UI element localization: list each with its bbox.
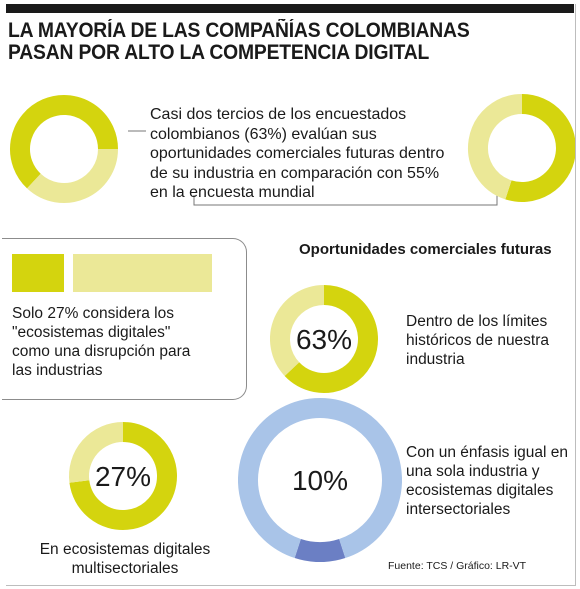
label-enfasis-igual: 10% xyxy=(292,465,348,496)
slice-limites-historicos-0 xyxy=(284,285,378,393)
slice-multisectoriales-0 xyxy=(69,422,124,483)
label-limites-historicos: 63% xyxy=(296,324,352,355)
frame-bottom xyxy=(6,585,576,586)
donut-limites-historicos: 63% xyxy=(268,283,380,400)
label-multisectoriales: 27% xyxy=(95,461,151,492)
chart-title: LA MAYORÍA DE LAS COMPAÑÍAS COLOMBIANAS … xyxy=(8,19,470,64)
top-bar xyxy=(6,4,574,13)
intro-text: Casi dos tercios de los encuestados colo… xyxy=(150,106,445,201)
donut-colombia-63 xyxy=(8,93,120,210)
frame-right xyxy=(575,4,576,585)
slice-colombia-63-0 xyxy=(10,95,118,189)
bar-segment-27 xyxy=(12,254,64,292)
donut-global-55 xyxy=(466,92,578,209)
slice-enfasis-igual-1 xyxy=(238,398,402,558)
slice-global-55-1 xyxy=(468,94,523,200)
donut-multisectoriales: 27% xyxy=(67,420,179,537)
slice-limites-historicos-1 xyxy=(270,285,325,376)
slice-colombia-63-1 xyxy=(27,148,118,203)
donut-enfasis-igual: 10% xyxy=(238,398,402,567)
slice-enfasis-igual-0 xyxy=(294,538,346,562)
subhead: Oportunidades comerciales futuras xyxy=(299,241,552,258)
slice-global-55-0 xyxy=(505,94,576,202)
slice-multisectoriales-1 xyxy=(69,422,177,530)
caption-limites-historicos: Dentro de los límites históricos de nues… xyxy=(406,313,550,368)
bar-segment-73 xyxy=(73,254,212,292)
box-text: Solo 27% considera los "ecosistemas digi… xyxy=(12,305,191,379)
caption-multisectoriales: En ecosistemas digitales multisectoriale… xyxy=(39,541,211,577)
disruption-box xyxy=(2,238,247,400)
caption-enfasis-igual: Con un énfasis igual en una sola industr… xyxy=(406,444,569,518)
source-credit: Fuente: TCS / Gráfico: LR-VT xyxy=(388,560,527,572)
